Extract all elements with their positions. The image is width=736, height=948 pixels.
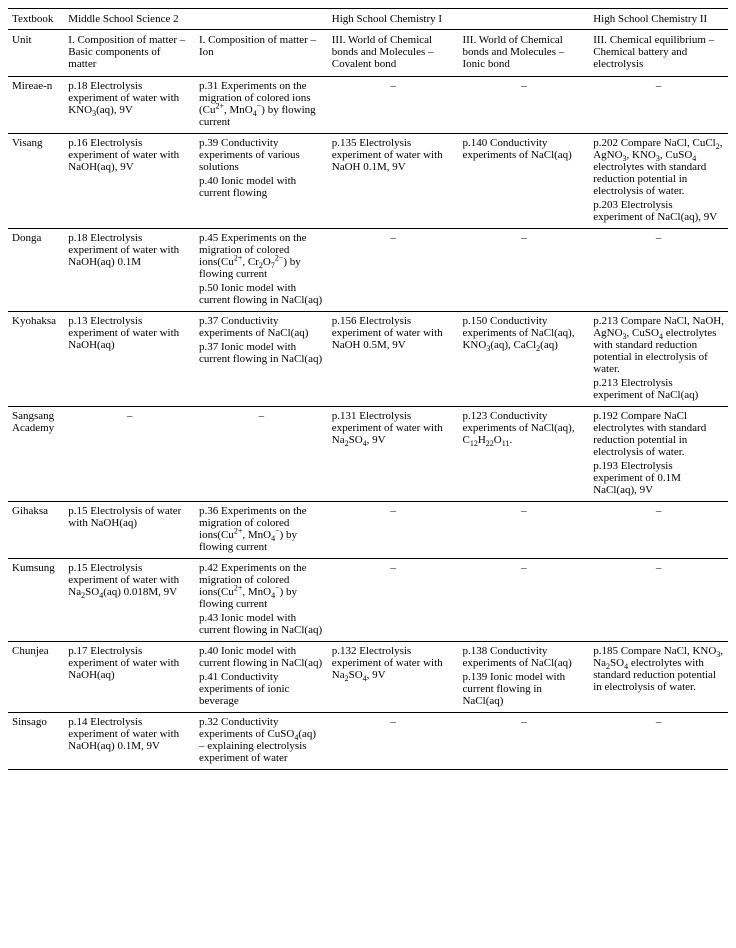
row-textbook: Mireae-n xyxy=(8,77,64,134)
table-cell: p.132 Electrolysis experiment of water w… xyxy=(328,642,459,713)
table-cell: p.32 Conductivity experiments of CuSO4(a… xyxy=(195,713,328,770)
row-textbook: Kyohaksa xyxy=(8,312,64,407)
table-cell: – xyxy=(458,502,589,559)
header-top-row: Textbook Middle School Science 2 High Sc… xyxy=(8,9,728,30)
table-cell: p.13 Electrolysis experiment of water wi… xyxy=(64,312,195,407)
table-cell: – xyxy=(328,713,459,770)
table-cell: – xyxy=(458,713,589,770)
table-cell: – xyxy=(458,559,589,642)
table-cell: p.15 Electrolysis experiment of water wi… xyxy=(64,559,195,642)
table-row: Chunjeap.17 Electrolysis experiment of w… xyxy=(8,642,728,713)
row-textbook: Visang xyxy=(8,134,64,229)
unit-label: Unit xyxy=(8,30,64,77)
header-group: High School Chemistry I xyxy=(328,9,589,30)
table-cell: p.123 Conductivity experiments of NaCl(a… xyxy=(458,407,589,502)
table-row: Kumsungp.15 Electrolysis experiment of w… xyxy=(8,559,728,642)
table-cell: – xyxy=(458,77,589,134)
header-textbook: Textbook xyxy=(8,9,64,30)
table-row: Sangsang Academy––p.131 Electrolysis exp… xyxy=(8,407,728,502)
unit-cell: I. Composition of matter – Ion xyxy=(195,30,328,77)
table-cell: p.213 Compare NaCl, NaOH, AgNO3, CuSO4 e… xyxy=(589,312,728,407)
unit-cell: III. World of Chemical bonds and Molecul… xyxy=(328,30,459,77)
table-cell: – xyxy=(589,77,728,134)
table-cell: p.202 Compare NaCl, CuCl2, AgNO3, KNO3, … xyxy=(589,134,728,229)
table-cell: – xyxy=(589,229,728,312)
table-cell: p.31 Experiments on the migration of col… xyxy=(195,77,328,134)
table-row: Sinsagop.14 Electrolysis experiment of w… xyxy=(8,713,728,770)
row-textbook: Gihaksa xyxy=(8,502,64,559)
table-row: Gihaksap.15 Electrolysis of water with N… xyxy=(8,502,728,559)
unit-cell: III. Chemical equilibrium – Chemical bat… xyxy=(589,30,728,77)
textbook-table: Textbook Middle School Science 2 High Sc… xyxy=(8,8,728,770)
table-cell: p.45 Experiments on the migration of col… xyxy=(195,229,328,312)
table-cell: – xyxy=(195,407,328,502)
table-cell: – xyxy=(328,77,459,134)
row-textbook: Sinsago xyxy=(8,713,64,770)
table-cell: p.17 Electrolysis experiment of water wi… xyxy=(64,642,195,713)
table-cell: p.140 Conductivity experiments of NaCl(a… xyxy=(458,134,589,229)
table-cell: p.18 Electrolysis experiment of water wi… xyxy=(64,229,195,312)
table-body: Mireae-np.18 Electrolysis experiment of … xyxy=(8,77,728,770)
row-textbook: Kumsung xyxy=(8,559,64,642)
table-cell: p.150 Conductivity experiments of NaCl(a… xyxy=(458,312,589,407)
table-cell: p.36 Experiments on the migration of col… xyxy=(195,502,328,559)
table-cell: – xyxy=(589,559,728,642)
row-textbook: Sangsang Academy xyxy=(8,407,64,502)
header-group: Middle School Science 2 xyxy=(64,9,327,30)
table-cell: p.18 Electrolysis experiment of water wi… xyxy=(64,77,195,134)
table-cell: p.37 Conductivity experiments of NaCl(aq… xyxy=(195,312,328,407)
table-cell: p.135 Electrolysis experiment of water w… xyxy=(328,134,459,229)
table-cell: p.156 Electrolysis experiment of water w… xyxy=(328,312,459,407)
table-cell: – xyxy=(458,229,589,312)
table-cell: p.14 Electrolysis experiment of water wi… xyxy=(64,713,195,770)
table-head: Textbook Middle School Science 2 High Sc… xyxy=(8,9,728,77)
table-cell: p.138 Conductivity experiments of NaCl(a… xyxy=(458,642,589,713)
table-cell: – xyxy=(589,502,728,559)
header-group: High School Chemistry II xyxy=(589,9,728,30)
table-row: Kyohaksap.13 Electrolysis experiment of … xyxy=(8,312,728,407)
row-textbook: Donga xyxy=(8,229,64,312)
unit-row: Unit I. Composition of matter – Basic co… xyxy=(8,30,728,77)
table-cell: – xyxy=(328,559,459,642)
table-cell: – xyxy=(64,407,195,502)
table-cell: p.42 Experiments on the migration of col… xyxy=(195,559,328,642)
table-cell: – xyxy=(328,229,459,312)
row-textbook: Chunjea xyxy=(8,642,64,713)
table-cell: p.39 Conductivity experiments of various… xyxy=(195,134,328,229)
table-cell: p.131 Electrolysis experiment of water w… xyxy=(328,407,459,502)
table-cell: p.192 Compare NaCl electrolytes with sta… xyxy=(589,407,728,502)
unit-cell: III. World of Chemical bonds and Molecul… xyxy=(458,30,589,77)
table-cell: p.40 Ionic model with current flowing in… xyxy=(195,642,328,713)
table-cell: p.185 Compare NaCl, KNO3, Na2SO4 electro… xyxy=(589,642,728,713)
table-row: Dongap.18 Electrolysis experiment of wat… xyxy=(8,229,728,312)
table-row: Visangp.16 Electrolysis experiment of wa… xyxy=(8,134,728,229)
table-row: Mireae-np.18 Electrolysis experiment of … xyxy=(8,77,728,134)
table-cell: – xyxy=(328,502,459,559)
table-cell: p.15 Electrolysis of water with NaOH(aq) xyxy=(64,502,195,559)
unit-cell: I. Composition of matter – Basic compone… xyxy=(64,30,195,77)
table-cell: – xyxy=(589,713,728,770)
table-cell: p.16 Electrolysis experiment of water wi… xyxy=(64,134,195,229)
